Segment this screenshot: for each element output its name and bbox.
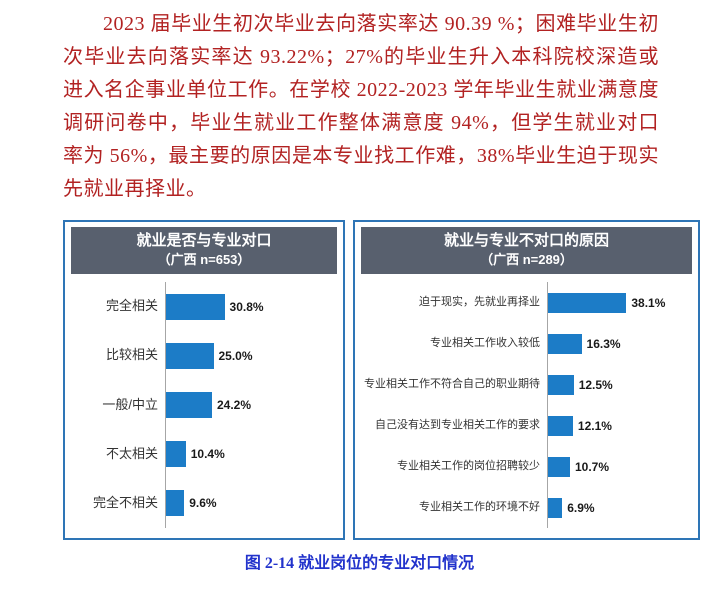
bar <box>548 333 582 354</box>
value-label: 38.1% <box>631 295 666 310</box>
bar-track: 25.0% <box>165 331 337 381</box>
category-label: 不太相关 <box>105 445 158 461</box>
bar-track: 9.6% <box>165 478 337 529</box>
chart-major-match-header: 就业是否与专业对口 （广西 n=653） <box>71 227 337 274</box>
bar <box>166 441 186 468</box>
bar-track: 12.5% <box>547 364 692 405</box>
category-label: 完全相关 <box>105 298 158 314</box>
chart-major-match-plot: 完全相关 30.8% 比较相关 25.0% 一般/中立 24.2% 不太相关 10.4% 完全不… <box>65 274 343 538</box>
document-page: 2023 届毕业生初次毕业去向落实率达 90.39 %；困难毕业生初次毕业去向落… <box>0 8 719 606</box>
figure-caption: 图 2-14 就业岗位的专业对口情况 <box>244 555 475 572</box>
value-label: 10.7% <box>575 459 610 474</box>
bar <box>166 392 212 418</box>
bar-row: 比较相关 25.0% <box>69 331 337 381</box>
category-label: 迫于现实，先就业再择业 <box>419 296 540 309</box>
bar <box>166 490 185 517</box>
bar-row: 专业相关工作不符合自己的职业期待 12.5% <box>359 364 692 405</box>
bar <box>548 456 570 477</box>
chart-major-match-subtitle: （广西 n=653） <box>157 252 251 267</box>
value-label: 9.6% <box>189 496 217 511</box>
bar-row: 迫于现实，先就业再择业 38.1% <box>359 282 692 323</box>
bar-row: 一般/中立 24.2% <box>69 380 337 430</box>
bar <box>548 497 563 518</box>
bar-track: 30.8% <box>165 282 337 332</box>
bar-track: 6.9% <box>547 487 692 528</box>
chart-mismatch-reasons-header: 就业与专业不对口的原因 （广西 n=289） <box>361 227 692 274</box>
body-paragraph: 2023 届毕业生初次毕业去向落实率达 90.39 %；困难毕业生初次毕业去向落… <box>63 13 659 200</box>
bar-track: 12.1% <box>547 405 692 446</box>
bar-row: 专业相关工作收入较低 16.3% <box>359 323 692 364</box>
category-label: 专业相关工作的环境不好 <box>419 501 540 514</box>
category-label: 专业相关工作的岗位招聘较少 <box>397 460 540 473</box>
category-label: 专业相关工作不符合自己的职业期待 <box>364 378 540 391</box>
category-label: 完全不相关 <box>92 494 158 510</box>
value-label: 10.4% <box>190 447 225 462</box>
bar-track: 10.7% <box>547 446 692 487</box>
bar-row: 专业相关工作的岗位招聘较少 10.7% <box>359 446 692 487</box>
value-label: 30.8% <box>229 299 264 314</box>
category-label: 专业相关工作收入较低 <box>430 337 540 350</box>
value-label: 12.1% <box>577 418 612 433</box>
chart-mismatch-reasons-subtitle: （广西 n=289） <box>480 252 573 267</box>
value-label: 16.3% <box>586 336 621 351</box>
bar <box>548 292 627 313</box>
bar-row: 自己没有达到专业相关工作的要求 12.1% <box>359 405 692 446</box>
bar-row: 完全不相关 9.6% <box>69 478 337 529</box>
category-label: 比较相关 <box>105 347 158 363</box>
bar-track: 24.2% <box>165 380 337 430</box>
chart-major-match-box: 就业是否与专业对口 （广西 n=653） 完全相关 30.8% 比较相关 25.0% 一… <box>63 220 345 540</box>
bar <box>166 342 214 369</box>
value-label: 24.2% <box>216 398 251 412</box>
category-label: 一般/中立 <box>102 396 158 412</box>
figure-charts: 就业是否与专业对口 （广西 n=653） 完全相关 30.8% 比较相关 25.0% 一… <box>63 220 700 540</box>
bar-row: 不太相关 10.4% <box>69 429 337 479</box>
category-label: 自己没有达到专业相关工作的要求 <box>375 419 540 432</box>
value-label: 6.9% <box>567 500 595 515</box>
bar-row: 专业相关工作的环境不好 6.9% <box>359 487 692 528</box>
value-label: 25.0% <box>218 348 253 363</box>
bar <box>548 415 573 436</box>
bar <box>166 293 225 320</box>
value-label: 12.5% <box>578 377 613 392</box>
bar-track: 38.1% <box>547 282 692 323</box>
bar-track: 10.4% <box>165 429 337 479</box>
bar <box>548 374 574 395</box>
chart-mismatch-reasons-title: 就业与专业不对口的原因 <box>443 232 609 249</box>
chart-major-match-title: 就业是否与专业对口 <box>136 232 272 249</box>
chart-mismatch-reasons-plot: 迫于现实，先就业再择业 38.1% 专业相关工作收入较低 16.3% 专业相关工作不符合… <box>355 274 698 538</box>
chart-mismatch-reasons-box: 就业与专业不对口的原因 （广西 n=289） 迫于现实，先就业再择业 38.1% 专… <box>353 220 700 540</box>
bar-row: 完全相关 30.8% <box>69 282 337 332</box>
bar-track: 16.3% <box>547 323 692 364</box>
